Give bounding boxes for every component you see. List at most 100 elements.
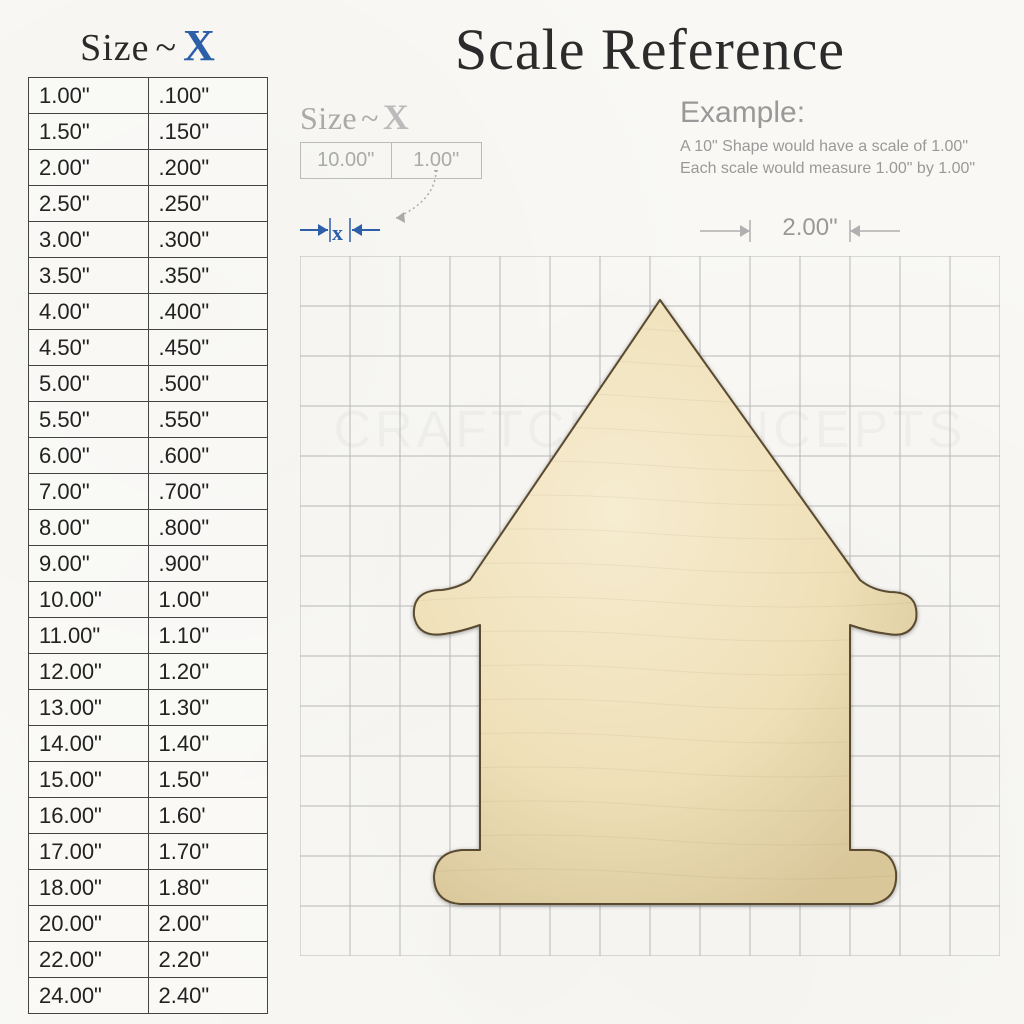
cell-scale: 2.40" — [148, 978, 268, 1014]
size-table: 1.00".100"1.50".150"2.00".200"2.50".250"… — [28, 77, 268, 1014]
cell-scale: .400" — [148, 294, 268, 330]
table-row: 2.50".250" — [29, 186, 268, 222]
table-row: 9.00".900" — [29, 546, 268, 582]
table-row: 13.00"1.30" — [29, 690, 268, 726]
header-dash: ~ — [150, 27, 184, 69]
cell-scale: 1.80" — [148, 870, 268, 906]
grid-dim-value: 2.00" — [782, 214, 837, 241]
cell-scale: 1.50" — [148, 762, 268, 798]
cell-scale: 1.00" — [148, 582, 268, 618]
cell-scale: 2.00" — [148, 906, 268, 942]
cell-scale: .100" — [148, 78, 268, 114]
cell-size: 3.00" — [29, 222, 149, 258]
legend-size-label: Size — [300, 100, 357, 136]
table-row: 16.00"1.60' — [29, 798, 268, 834]
cell-size: 22.00" — [29, 942, 149, 978]
cell-size: 10.00" — [29, 582, 149, 618]
cell-size: 5.00" — [29, 366, 149, 402]
cell-size: 2.00" — [29, 150, 149, 186]
table-row: 17.00"1.70" — [29, 834, 268, 870]
cell-scale: .500" — [148, 366, 268, 402]
table-row: 12.00"1.20" — [29, 654, 268, 690]
table-row: 24.00"2.40" — [29, 978, 268, 1014]
grid-dimension-label: 2.00" — [700, 218, 920, 246]
cell-scale: .800" — [148, 510, 268, 546]
cell-scale: 2.20" — [148, 942, 268, 978]
table-row: 1.50".150" — [29, 114, 268, 150]
example-text: Example: A 10" Shape would have a scale … — [680, 96, 990, 179]
legend-cell-size: 10.00" — [301, 143, 391, 178]
cell-size: 14.00" — [29, 726, 149, 762]
cell-scale: .200" — [148, 150, 268, 186]
cell-scale: 1.70" — [148, 834, 268, 870]
table-row: 18.00"1.80" — [29, 870, 268, 906]
table-row: 4.50".450" — [29, 330, 268, 366]
cell-size: 1.00" — [29, 78, 149, 114]
table-row: 11.00"1.10" — [29, 618, 268, 654]
legend-x: X — [383, 97, 410, 137]
table-row: 10.00"1.00" — [29, 582, 268, 618]
cell-scale: 1.10" — [148, 618, 268, 654]
page-title: Scale Reference — [300, 16, 1000, 83]
table-row: 5.50".550" — [29, 402, 268, 438]
table-row: 14.00"1.40" — [29, 726, 268, 762]
size-label: Size — [80, 27, 149, 69]
table-row: 3.50".350" — [29, 258, 268, 294]
legend-dash: ~ — [357, 100, 383, 136]
cell-scale: .150" — [148, 114, 268, 150]
example-title: Example: — [680, 96, 990, 130]
cell-size: 3.50" — [29, 258, 149, 294]
cell-size: 2.50" — [29, 186, 149, 222]
table-row: 7.00".700" — [29, 474, 268, 510]
cell-size: 17.00" — [29, 834, 149, 870]
cell-size: 8.00" — [29, 510, 149, 546]
x-marker-label: x — [332, 220, 343, 246]
cell-size: 4.00" — [29, 294, 149, 330]
table-row: 5.00".500" — [29, 366, 268, 402]
page-container: Size~X 1.00".100"1.50".150"2.00".200"2.5… — [0, 0, 1024, 1024]
table-row: 6.00".600" — [29, 438, 268, 474]
cell-size: 16.00" — [29, 798, 149, 834]
cell-scale: 1.30" — [148, 690, 268, 726]
cell-scale: 1.60' — [148, 798, 268, 834]
table-row: 20.00"2.00" — [29, 906, 268, 942]
cell-scale: .700" — [148, 474, 268, 510]
cell-size: 9.00" — [29, 546, 149, 582]
cell-size: 7.00" — [29, 474, 149, 510]
cell-size: 1.50" — [29, 114, 149, 150]
cell-size: 5.50" — [29, 402, 149, 438]
table-row: 22.00"2.20" — [29, 942, 268, 978]
cell-size: 4.50" — [29, 330, 149, 366]
cell-size: 6.00" — [29, 438, 149, 474]
table-row: 4.00".400" — [29, 294, 268, 330]
size-table-panel: Size~X 1.00".100"1.50".150"2.00".200"2.5… — [28, 20, 268, 1014]
cell-size: 20.00" — [29, 906, 149, 942]
cell-size: 13.00" — [29, 690, 149, 726]
cell-scale: 1.20" — [148, 654, 268, 690]
table-row: 15.00"1.50" — [29, 762, 268, 798]
cell-scale: 1.40" — [148, 726, 268, 762]
example-line-1: A 10" Shape would have a scale of 1.00" — [680, 136, 990, 158]
table-row: 8.00".800" — [29, 510, 268, 546]
cell-scale: .350" — [148, 258, 268, 294]
table-row: 2.00".200" — [29, 150, 268, 186]
cell-size: 12.00" — [29, 654, 149, 690]
cell-size: 24.00" — [29, 978, 149, 1014]
cell-scale: .900" — [148, 546, 268, 582]
cell-scale: .450" — [148, 330, 268, 366]
cell-scale: .600" — [148, 438, 268, 474]
size-table-header: Size~X — [28, 20, 268, 71]
table-row: 3.00".300" — [29, 222, 268, 258]
header-x: X — [183, 21, 216, 70]
cell-size: 18.00" — [29, 870, 149, 906]
example-line-2: Each scale would measure 1.00" by 1.00" — [680, 158, 990, 180]
cell-scale: .550" — [148, 402, 268, 438]
legend-area: Size~X 10.00" 1.00" Example: A 10" Shape… — [300, 96, 1000, 179]
x-dimension-marker: x — [300, 210, 400, 250]
cell-scale: .300" — [148, 222, 268, 258]
table-row: 1.00".100" — [29, 78, 268, 114]
pointer-arrow — [396, 170, 456, 230]
cell-scale: .250" — [148, 186, 268, 222]
cell-size: 15.00" — [29, 762, 149, 798]
cell-size: 11.00" — [29, 618, 149, 654]
